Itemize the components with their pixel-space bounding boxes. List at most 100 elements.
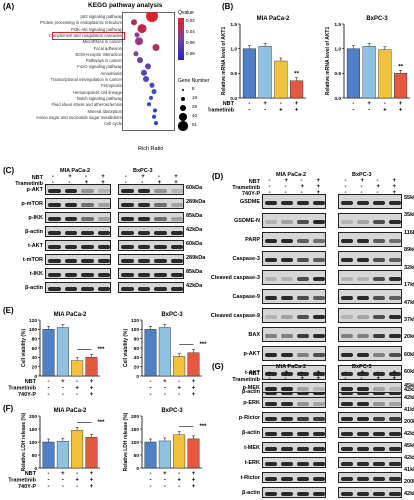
treatment-row-label: Trametinib	[8, 478, 36, 484]
blot-strip	[262, 427, 326, 438]
y-tick-label: 1.5	[230, 22, 237, 28]
blot-strip	[118, 282, 184, 293]
protein-band	[297, 238, 309, 243]
protein-label: t-AKT	[245, 369, 260, 376]
blot-strip	[338, 213, 402, 228]
protein-band	[154, 286, 167, 291]
kegg-pathway-label: Cell cycle	[104, 121, 122, 127]
protein-band	[341, 238, 353, 243]
blot-strip	[45, 198, 111, 209]
protein-band	[389, 476, 401, 481]
y-tick-label: 60	[32, 346, 38, 352]
treatment-sign: +	[101, 180, 105, 186]
protein-band	[64, 272, 77, 277]
protein-band	[265, 257, 277, 262]
panel-b-letter: (B)	[222, 2, 234, 11]
protein-band	[281, 371, 293, 376]
protein-band	[48, 244, 61, 249]
chart-title: BxPC-3	[161, 312, 183, 318]
blot-strip	[118, 198, 184, 209]
treatment-sign: -	[62, 386, 64, 392]
treatment-sign: -	[352, 108, 354, 114]
gene-number-label: 51	[192, 122, 198, 127]
protein-band	[389, 461, 401, 466]
blot-strip	[262, 457, 326, 468]
kda-label: 35kDa	[404, 212, 414, 219]
treatment-sign: +	[61, 471, 65, 477]
y-tick-label: 100	[131, 440, 139, 446]
blot-strip	[262, 365, 326, 380]
treatment-sign: +	[300, 376, 305, 382]
treatment-sign: +	[90, 478, 94, 484]
protein-band	[341, 200, 353, 205]
treatment-sign: +	[90, 386, 94, 392]
treatment-sign: -	[48, 478, 50, 484]
kda-label: 200kDa	[404, 479, 414, 485]
protein-band	[357, 416, 369, 421]
protein-band	[121, 188, 134, 193]
blot-strip	[262, 327, 326, 342]
protein-band	[281, 314, 293, 319]
protein-band	[373, 491, 385, 496]
qvalue-tick: 0.08	[186, 51, 195, 56]
protein-band	[297, 219, 309, 224]
blot-strip	[45, 268, 111, 279]
panel-c-letter: (C)	[3, 166, 15, 175]
protein-band	[389, 401, 401, 406]
treatment-sign: +	[316, 370, 321, 376]
protein-band	[297, 333, 309, 338]
treatment-sign: +	[90, 471, 94, 477]
protein-band	[137, 230, 150, 235]
gene-number-dot	[181, 88, 185, 92]
blot-strip	[118, 268, 184, 279]
kegg-pathway-label: Complement and coagulation cascades	[48, 32, 122, 38]
cell-line-header: MIA PaCa-2	[60, 168, 91, 174]
treatment-row-label: NBT	[31, 175, 43, 181]
protein-label: t-ERK	[244, 459, 260, 466]
protein-band	[265, 200, 277, 205]
kegg-pathway-label: PI3K-Akt signaling pathway	[71, 26, 122, 32]
bar	[56, 441, 69, 469]
protein-band	[64, 188, 77, 193]
protein-band	[341, 333, 353, 338]
significance-label: **	[398, 64, 403, 70]
kda-label: 41kDa	[404, 407, 414, 413]
treatment-sign: -	[352, 101, 354, 107]
protein-band	[81, 272, 94, 277]
protein-band	[281, 295, 293, 300]
treatment-sign: +	[263, 101, 267, 107]
protein-label: GSDME-N	[234, 217, 260, 224]
cell-line-header: BxPC-3	[352, 364, 372, 370]
protein-band	[97, 216, 110, 221]
kegg-dot	[141, 69, 147, 76]
bar	[158, 327, 171, 377]
protein-band	[297, 257, 309, 262]
protein-band	[97, 230, 110, 235]
gene-number-dot	[178, 121, 188, 131]
protein-band	[389, 314, 401, 319]
kegg-pathway-label: Transcriptional misregulation in cancer	[50, 77, 122, 82]
protein-band	[137, 216, 150, 221]
bar	[290, 80, 304, 99]
kegg-pathway-label: Amino sugar and nucleotide sugar metabol…	[35, 114, 122, 120]
protein-band	[341, 476, 353, 481]
protein-band	[265, 314, 277, 319]
treatment-sign: -	[141, 180, 144, 186]
protein-band	[281, 401, 293, 406]
kda-label: 32kDa	[404, 264, 414, 271]
significance-label: ***	[199, 424, 207, 430]
treatment-sign: +	[284, 370, 289, 376]
kegg-pathway-label: p53 signaling pathway	[80, 14, 122, 19]
protein-band	[357, 401, 369, 406]
y-tick-label: 0	[34, 466, 37, 472]
treatment-sign: +	[174, 174, 178, 180]
y-tick-label: 0.0	[230, 96, 237, 102]
gene-number-dot	[180, 105, 186, 111]
protein-band	[97, 244, 110, 249]
bar	[173, 356, 186, 377]
protein-band	[341, 401, 353, 406]
blot-strip	[338, 327, 402, 342]
protein-band	[265, 276, 277, 281]
treatment-sign: -	[178, 484, 180, 490]
protein-label: GSDME	[239, 198, 260, 205]
